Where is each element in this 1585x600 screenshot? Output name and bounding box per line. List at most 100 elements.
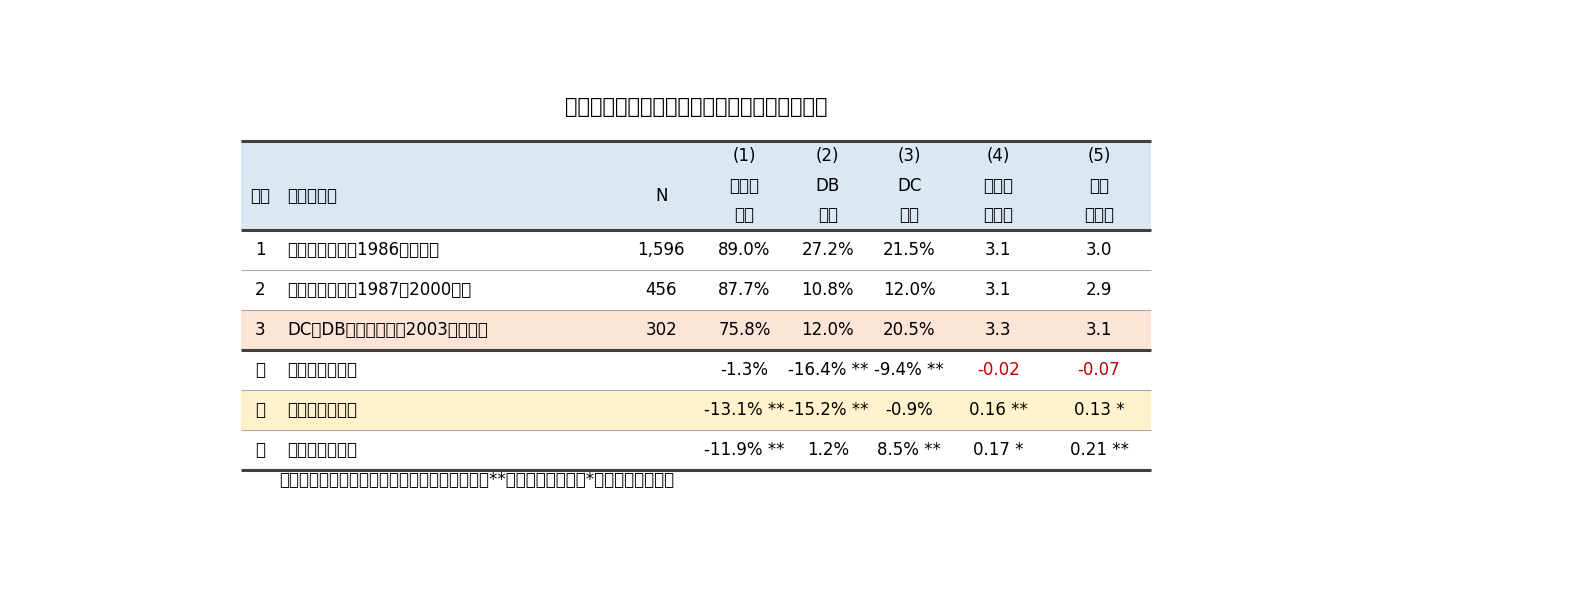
Bar [241, 230, 279, 270]
Bar [241, 141, 279, 230]
Bar [620, 350, 702, 390]
Bar [1046, 390, 1151, 430]
Text: 利益: 利益 [1089, 176, 1109, 194]
Text: (5): (5) [1087, 147, 1111, 165]
Text: 差: 差 [255, 401, 265, 419]
Text: 302: 302 [645, 321, 677, 339]
Bar [869, 430, 949, 470]
Bar [788, 430, 869, 470]
Text: 12.0%: 12.0% [802, 321, 854, 339]
Bar [1046, 230, 1151, 270]
Bar [279, 310, 620, 350]
Bar [279, 430, 620, 470]
Text: (1): (1) [732, 147, 756, 165]
Bar [788, 230, 869, 270]
Bar [788, 270, 869, 310]
Bar [702, 230, 788, 270]
Text: 1.2%: 1.2% [807, 441, 850, 459]
Text: 1: 1 [255, 241, 265, 259]
Bar [949, 310, 1046, 350]
Bar [279, 141, 620, 230]
Bar [1046, 270, 1151, 310]
Text: 21.5%: 21.5% [883, 241, 935, 259]
Text: 差: 差 [255, 361, 265, 379]
Bar [702, 310, 788, 350]
Text: 20.5%: 20.5% [883, 321, 935, 339]
Bar [949, 230, 1046, 270]
Text: 0.21 **: 0.21 ** [1070, 441, 1129, 459]
Text: -15.2% **: -15.2% ** [788, 401, 869, 419]
Text: 期間: 期間 [250, 187, 269, 205]
Text: の動向: の動向 [983, 206, 1013, 224]
Text: -0.02: -0.02 [976, 361, 1019, 379]
Text: の動向: の動向 [1084, 206, 1114, 224]
Text: あり: あり [818, 206, 838, 224]
Text: 3.1: 3.1 [1086, 321, 1113, 339]
Bar [702, 141, 788, 230]
Text: (3): (3) [897, 147, 921, 165]
Text: 0.17 *: 0.17 * [973, 441, 1024, 459]
Text: あり: あり [734, 206, 754, 224]
Text: 456: 456 [645, 281, 677, 299]
Bar [869, 230, 949, 270]
Text: 27.2%: 27.2% [802, 241, 854, 259]
Text: 87.7%: 87.7% [718, 281, 770, 299]
Text: 期間３－期間１: 期間３－期間１ [287, 401, 357, 419]
Bar [702, 270, 788, 310]
Bar [788, 390, 869, 430]
Bar [241, 430, 279, 470]
Text: -16.4% **: -16.4% ** [788, 361, 869, 379]
Text: 1,596: 1,596 [637, 241, 685, 259]
Bar [620, 310, 702, 350]
Text: 退職金: 退職金 [729, 176, 759, 194]
Text: -1.3%: -1.3% [721, 361, 769, 379]
Text: -11.9% **: -11.9% ** [704, 441, 785, 459]
Bar [702, 430, 788, 470]
Text: バブル期以降（1987〜2000年）: バブル期以降（1987〜2000年） [287, 281, 471, 299]
Bar [241, 350, 279, 390]
Bar [788, 310, 869, 350]
Text: 3.3: 3.3 [984, 321, 1011, 339]
Bar [869, 350, 949, 390]
Bar [279, 270, 620, 310]
Text: 3.1: 3.1 [984, 281, 1011, 299]
Bar [279, 390, 620, 430]
Text: 期間２－期間１: 期間２－期間１ [287, 361, 357, 379]
Bar [702, 350, 788, 390]
Bar [279, 230, 620, 270]
Text: （筆者等が実施したサーベイ調査から作成）　**は有意水準１％、*は同５％を表す。: （筆者等が実施したサーベイ調査から作成） **は有意水準１％、*は同５％を表す。 [279, 471, 675, 489]
Text: 89.0%: 89.0% [718, 241, 770, 259]
Bar [949, 430, 1046, 470]
Text: 図表２：企業の設立年別の退職給付制度の有無: 図表２：企業の設立年別の退職給付制度の有無 [564, 97, 827, 116]
Text: DB: DB [816, 176, 840, 194]
Text: あり: あり [899, 206, 919, 224]
Text: -0.9%: -0.9% [886, 401, 934, 419]
Bar [241, 310, 279, 350]
Text: 75.8%: 75.8% [718, 321, 770, 339]
Bar [279, 350, 620, 390]
Text: 2: 2 [255, 281, 265, 299]
Bar [1046, 310, 1151, 350]
Text: 8.5% **: 8.5% ** [877, 441, 941, 459]
Bar [949, 141, 1046, 230]
Text: -13.1% **: -13.1% ** [704, 401, 785, 419]
Bar [869, 310, 949, 350]
Bar [869, 270, 949, 310]
Text: 10.8%: 10.8% [802, 281, 854, 299]
Bar [869, 141, 949, 230]
Bar [241, 390, 279, 430]
Bar [1046, 141, 1151, 230]
Text: -0.07: -0.07 [1078, 361, 1121, 379]
Bar [620, 141, 702, 230]
Bar [620, 230, 702, 270]
Text: 3: 3 [255, 321, 265, 339]
Text: N: N [655, 187, 667, 205]
Text: 0.13 *: 0.13 * [1073, 401, 1124, 419]
Bar [241, 270, 279, 310]
Text: 差: 差 [255, 441, 265, 459]
Text: DC: DC [897, 176, 921, 194]
Text: 12.0%: 12.0% [883, 281, 935, 299]
Text: (2): (2) [816, 147, 840, 165]
Bar [620, 270, 702, 310]
Bar [869, 390, 949, 430]
